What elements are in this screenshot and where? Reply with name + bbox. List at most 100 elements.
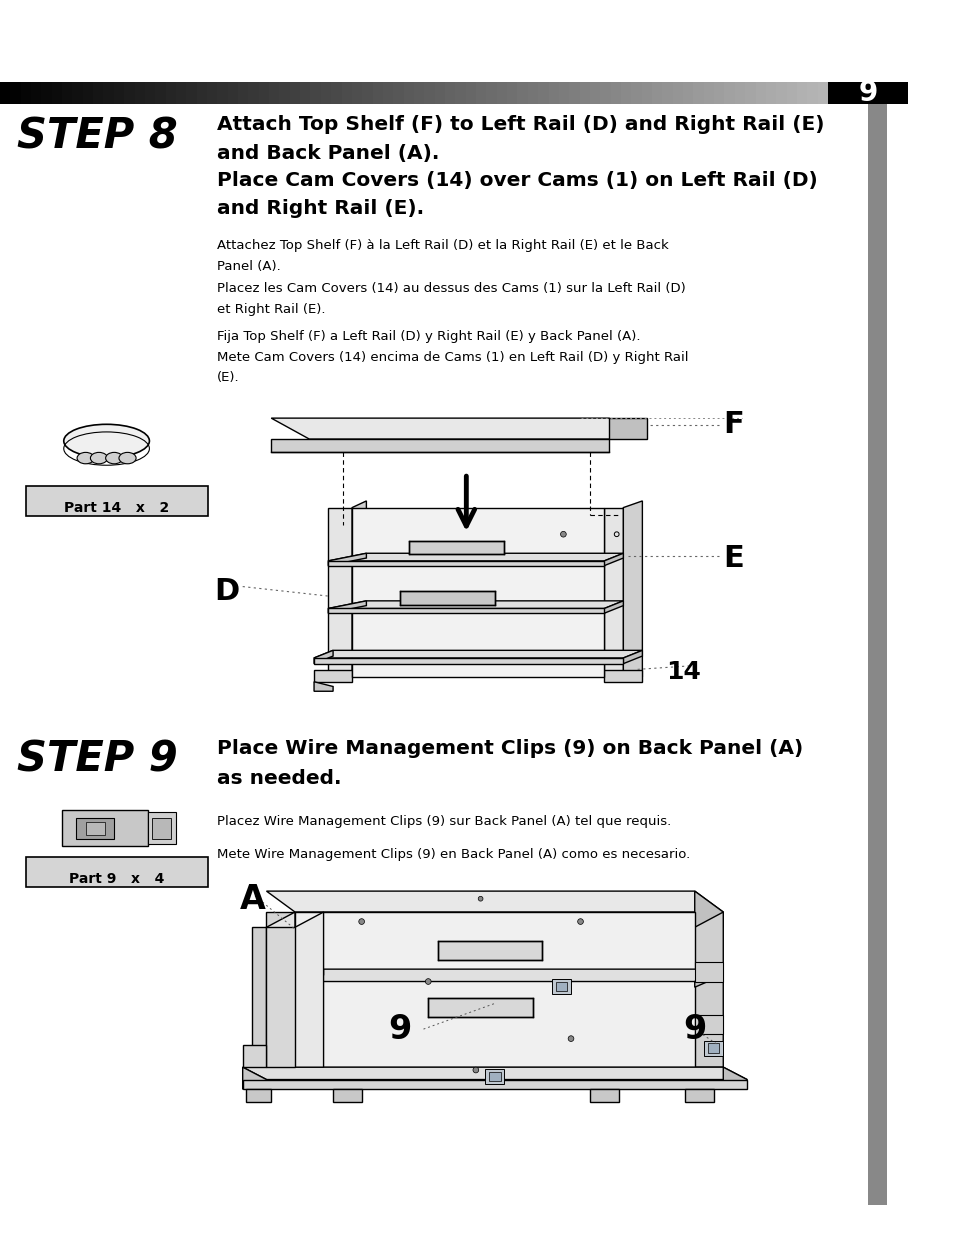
Bar xyxy=(207,83,217,104)
Text: Fija Top Shelf (F) a Left Rail (D) y Right Rail (E) y Back Panel (A).: Fija Top Shelf (F) a Left Rail (D) y Rig… xyxy=(216,330,639,342)
Bar xyxy=(827,83,907,104)
Text: Mete Cam Covers (14) encima de Cams (1) en Left Rail (D) y Right Rail: Mete Cam Covers (14) encima de Cams (1) … xyxy=(216,351,688,363)
Polygon shape xyxy=(62,810,148,846)
Text: Placez Wire Management Clips (9) sur Back Panel (A) tel que requis.: Placez Wire Management Clips (9) sur Bac… xyxy=(216,815,671,827)
Bar xyxy=(620,83,631,104)
Polygon shape xyxy=(314,651,641,658)
Bar xyxy=(341,83,352,104)
Polygon shape xyxy=(352,508,603,677)
Polygon shape xyxy=(328,609,603,614)
Bar xyxy=(279,83,290,104)
Bar xyxy=(238,83,248,104)
Ellipse shape xyxy=(358,919,364,925)
Text: Part 9   x   4: Part 9 x 4 xyxy=(70,872,165,885)
Bar xyxy=(569,83,579,104)
Bar xyxy=(714,83,723,104)
Bar xyxy=(599,83,610,104)
Bar xyxy=(867,104,886,1205)
Polygon shape xyxy=(707,1044,719,1053)
Bar xyxy=(403,83,414,104)
Bar xyxy=(610,83,620,104)
Bar xyxy=(382,83,393,104)
Polygon shape xyxy=(552,978,571,994)
Bar xyxy=(527,83,537,104)
Polygon shape xyxy=(271,440,608,452)
Bar xyxy=(175,83,186,104)
Polygon shape xyxy=(266,927,294,1067)
Polygon shape xyxy=(242,1067,746,1079)
Text: 14: 14 xyxy=(665,661,700,684)
Bar xyxy=(186,83,196,104)
Bar xyxy=(444,83,455,104)
Bar xyxy=(476,83,486,104)
Text: Place Cam Covers (14) over Cams (1) on Left Rail (D): Place Cam Covers (14) over Cams (1) on L… xyxy=(216,170,817,190)
Bar xyxy=(497,83,507,104)
Polygon shape xyxy=(694,1015,722,1034)
Ellipse shape xyxy=(578,919,583,925)
Polygon shape xyxy=(556,982,567,990)
FancyBboxPatch shape xyxy=(26,857,208,887)
Bar xyxy=(145,83,155,104)
Text: 9: 9 xyxy=(858,79,877,107)
Bar xyxy=(723,83,734,104)
Polygon shape xyxy=(252,927,266,1067)
Bar xyxy=(124,83,134,104)
Ellipse shape xyxy=(560,531,566,537)
Text: 9: 9 xyxy=(388,1013,411,1046)
Bar xyxy=(465,83,476,104)
Bar xyxy=(393,83,403,104)
Bar xyxy=(103,83,113,104)
Ellipse shape xyxy=(425,978,431,984)
Ellipse shape xyxy=(473,1067,478,1073)
Polygon shape xyxy=(314,682,333,692)
Polygon shape xyxy=(399,592,495,605)
Polygon shape xyxy=(328,601,366,614)
Polygon shape xyxy=(266,911,294,1067)
Bar xyxy=(310,83,320,104)
Text: Attachez Top Shelf (F) à la Left Rail (D) et la Right Rail (E) et le Back: Attachez Top Shelf (F) à la Left Rail (D… xyxy=(216,240,668,252)
Polygon shape xyxy=(622,501,641,677)
Ellipse shape xyxy=(77,452,94,464)
Polygon shape xyxy=(294,969,722,982)
Bar xyxy=(134,83,145,104)
Bar xyxy=(248,83,258,104)
Text: Placez les Cam Covers (14) au dessus des Cams (1) sur la Left Rail (D): Placez les Cam Covers (14) au dessus des… xyxy=(216,282,685,295)
Bar xyxy=(331,83,341,104)
Bar xyxy=(734,83,744,104)
Bar xyxy=(62,83,72,104)
Bar xyxy=(41,83,51,104)
Polygon shape xyxy=(608,419,646,440)
Polygon shape xyxy=(242,1045,266,1067)
Bar xyxy=(320,83,331,104)
Bar xyxy=(486,83,497,104)
Polygon shape xyxy=(242,1079,746,1089)
Polygon shape xyxy=(314,651,333,663)
Bar xyxy=(672,83,682,104)
Polygon shape xyxy=(694,911,722,1067)
Polygon shape xyxy=(242,1067,266,1089)
Bar xyxy=(537,83,548,104)
Bar xyxy=(155,83,166,104)
Bar xyxy=(290,83,300,104)
Polygon shape xyxy=(694,969,722,987)
Bar xyxy=(558,83,569,104)
Bar xyxy=(352,83,362,104)
Polygon shape xyxy=(428,998,533,1016)
Ellipse shape xyxy=(106,452,123,464)
Polygon shape xyxy=(603,508,622,677)
Polygon shape xyxy=(86,821,105,835)
Polygon shape xyxy=(314,658,622,663)
Bar xyxy=(269,83,279,104)
Polygon shape xyxy=(328,561,603,566)
Polygon shape xyxy=(314,671,352,682)
Bar xyxy=(517,83,527,104)
Text: Part 14   x   2: Part 14 x 2 xyxy=(65,501,170,515)
Polygon shape xyxy=(622,651,641,663)
Ellipse shape xyxy=(91,452,108,464)
Polygon shape xyxy=(148,813,176,845)
Bar xyxy=(83,83,93,104)
Polygon shape xyxy=(245,1089,271,1103)
Text: A: A xyxy=(239,883,266,916)
Bar xyxy=(579,83,589,104)
Text: D: D xyxy=(213,577,239,606)
